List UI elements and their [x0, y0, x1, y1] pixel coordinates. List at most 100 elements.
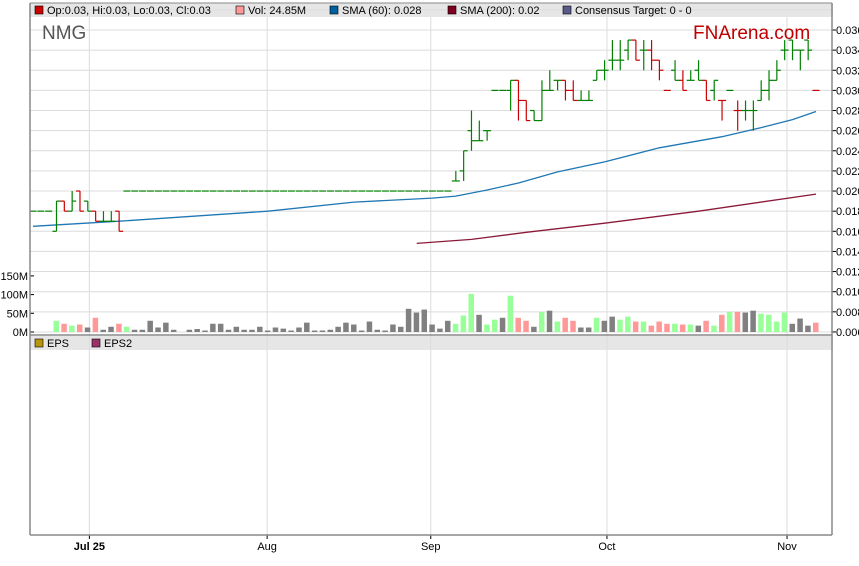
volume-bar — [687, 324, 694, 332]
price-tick-label: 0.014 — [836, 246, 859, 258]
volume-bar — [76, 324, 83, 332]
volume-bar — [507, 295, 514, 332]
volume-bar — [499, 317, 506, 332]
ohlc-bar — [475, 120, 484, 142]
volume-bar — [123, 326, 130, 332]
volume-bar — [515, 317, 521, 332]
ohlc-bar — [702, 79, 711, 102]
ohlc-bar — [553, 79, 562, 91]
volume-bar — [304, 322, 310, 332]
legend: Op:0.03, Hi:0.03, Lo:0.03, Cl:0.03 Vol: … — [34, 5, 692, 350]
ohlc-bar — [741, 100, 750, 121]
volume-bar — [225, 329, 232, 332]
volume-bar — [429, 324, 435, 332]
volume-bar — [280, 328, 287, 332]
volume-bar — [789, 323, 796, 332]
volume-bar — [366, 321, 373, 332]
volume-bar — [632, 321, 639, 332]
volume-bar — [805, 325, 811, 332]
volume-bar — [813, 322, 819, 332]
volume-bar — [679, 324, 686, 332]
price-tick-label: 0.016 — [836, 226, 859, 238]
volume-bar — [272, 327, 279, 332]
volume-bar — [343, 322, 349, 332]
volume-bar — [327, 329, 334, 332]
volume-bar — [562, 317, 568, 332]
price-tick-label: 0.018 — [836, 206, 859, 218]
ohlc-bar — [561, 79, 570, 101]
price-tick-label: 0.020 — [836, 186, 859, 198]
ohlc-bar — [545, 70, 554, 91]
volume-bar — [296, 327, 302, 332]
price-tick-label: 0.006 — [836, 327, 859, 339]
volume-bar — [460, 315, 467, 332]
volume-bar — [264, 330, 271, 332]
volume-bar — [695, 325, 702, 332]
ohlc-bar — [75, 190, 84, 212]
volume-bar — [53, 320, 59, 332]
ohlc-bar — [107, 211, 116, 222]
sma60-line — [32, 110, 817, 227]
ohlc-bar — [451, 170, 460, 182]
volume-bar — [69, 325, 75, 332]
volume-bar — [750, 310, 756, 332]
ohlc-bar — [749, 100, 758, 131]
ohlc-bar — [522, 99, 531, 122]
volume-bar — [531, 326, 537, 332]
volume-bar — [257, 326, 263, 332]
volume-bar — [648, 325, 655, 332]
ohlc-bar — [678, 70, 687, 91]
volume-bar — [351, 324, 357, 332]
volume-bar — [335, 326, 341, 332]
volume-bar — [319, 330, 326, 332]
volume-bar — [538, 311, 545, 332]
volume-bar — [398, 326, 404, 332]
lower-legend-bar — [30, 336, 833, 350]
ohlc-bar — [718, 99, 727, 121]
legend-sma60: SMA (60): 0.028 — [342, 5, 422, 17]
volume-bar — [640, 321, 647, 332]
ohlc-bar — [772, 60, 781, 81]
volume-bar — [593, 317, 600, 332]
volume-bar — [546, 310, 553, 332]
volume-bar — [131, 329, 138, 332]
ohlc-bar — [804, 39, 813, 61]
ohlc-bar — [530, 109, 539, 122]
volume-bar — [476, 314, 482, 332]
volume-tick-label: 0M — [13, 327, 28, 339]
volume-bar — [61, 323, 67, 332]
volume-bar — [703, 320, 709, 332]
legend-sma200: SMA (200): 0.02 — [460, 5, 540, 17]
price-tick-label: 0.032 — [836, 65, 859, 77]
volume-bar — [437, 328, 443, 332]
ohlc-bar — [537, 80, 546, 122]
volume-bar — [241, 329, 247, 332]
ohlc-bar — [584, 90, 593, 102]
ohlc-bar — [467, 110, 476, 151]
ohlc-bar — [765, 70, 774, 101]
ohlc-bar — [788, 39, 797, 61]
ohlc-bar — [710, 79, 719, 101]
ohlc-bar — [647, 40, 656, 71]
volume-bar — [116, 323, 122, 332]
volume-bar — [170, 329, 177, 332]
volume-bar — [100, 329, 106, 332]
date-tick-label: Nov — [777, 541, 797, 553]
volume-bar — [672, 323, 678, 332]
volume-bar — [664, 323, 670, 332]
volume-bar — [742, 312, 749, 332]
volume-bar — [413, 312, 420, 332]
volume-bar — [92, 317, 99, 332]
volume-bar — [452, 323, 459, 332]
sma200-line — [416, 193, 817, 245]
volume-bar — [421, 309, 427, 332]
ohlc-bar — [91, 210, 100, 222]
volume-bar — [288, 330, 294, 332]
ohlc-bar — [60, 200, 69, 212]
ohlc-bar — [83, 200, 92, 212]
volume-bar — [656, 321, 662, 332]
ohlc-bar — [686, 70, 695, 81]
date-tick-label: Sep — [421, 541, 441, 553]
ohlc-bar — [780, 40, 789, 61]
ohlc-bar — [608, 40, 617, 71]
